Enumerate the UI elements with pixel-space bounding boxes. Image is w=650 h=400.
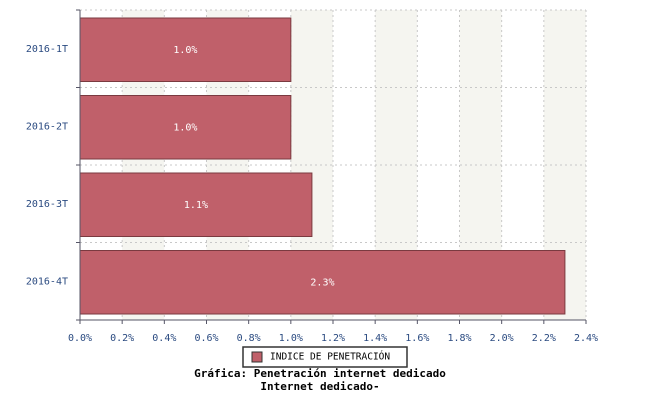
y-tick-label: 2016-2T xyxy=(26,121,68,132)
chart-subtitle: Internet dedicado- xyxy=(260,380,379,393)
x-tick-label: 0.8% xyxy=(237,333,261,344)
x-tick-label: 1.2% xyxy=(321,333,345,344)
legend-box xyxy=(242,346,408,368)
bar xyxy=(79,250,566,315)
x-tick-label: 1.6% xyxy=(405,333,429,344)
x-tick-label: 0.0% xyxy=(68,333,92,344)
x-tick-label: 1.0% xyxy=(279,333,303,344)
chart-title: Gráfica: Penetración internet dedicado xyxy=(194,367,446,380)
x-tick-label: 0.6% xyxy=(194,333,218,344)
bar xyxy=(79,95,292,160)
x-tick-label: 2.2% xyxy=(532,333,556,344)
bar xyxy=(79,17,292,82)
legend-label: INDICE DE PENETRACIÓN xyxy=(270,351,390,363)
y-tick-label: 2016-1T xyxy=(26,44,68,55)
x-tick-label: 0.4% xyxy=(152,333,176,344)
y-tick-label: 2016-4T xyxy=(26,276,68,287)
x-tick-label: 1.4% xyxy=(363,333,387,344)
x-tick-label: 1.8% xyxy=(447,333,471,344)
legend-swatch xyxy=(251,351,263,363)
value-label: 2.3% xyxy=(310,277,334,288)
x-tick-label: 2.4% xyxy=(574,333,598,344)
y-tick-label: 2016-3T xyxy=(26,199,68,210)
value-label: 1.0% xyxy=(173,45,197,56)
x-tick-label: 2.0% xyxy=(490,333,514,344)
x-tick-label: 0.2% xyxy=(110,333,134,344)
bar xyxy=(79,172,313,237)
value-label: 1.0% xyxy=(173,122,197,133)
value-label: 1.1% xyxy=(184,200,208,211)
